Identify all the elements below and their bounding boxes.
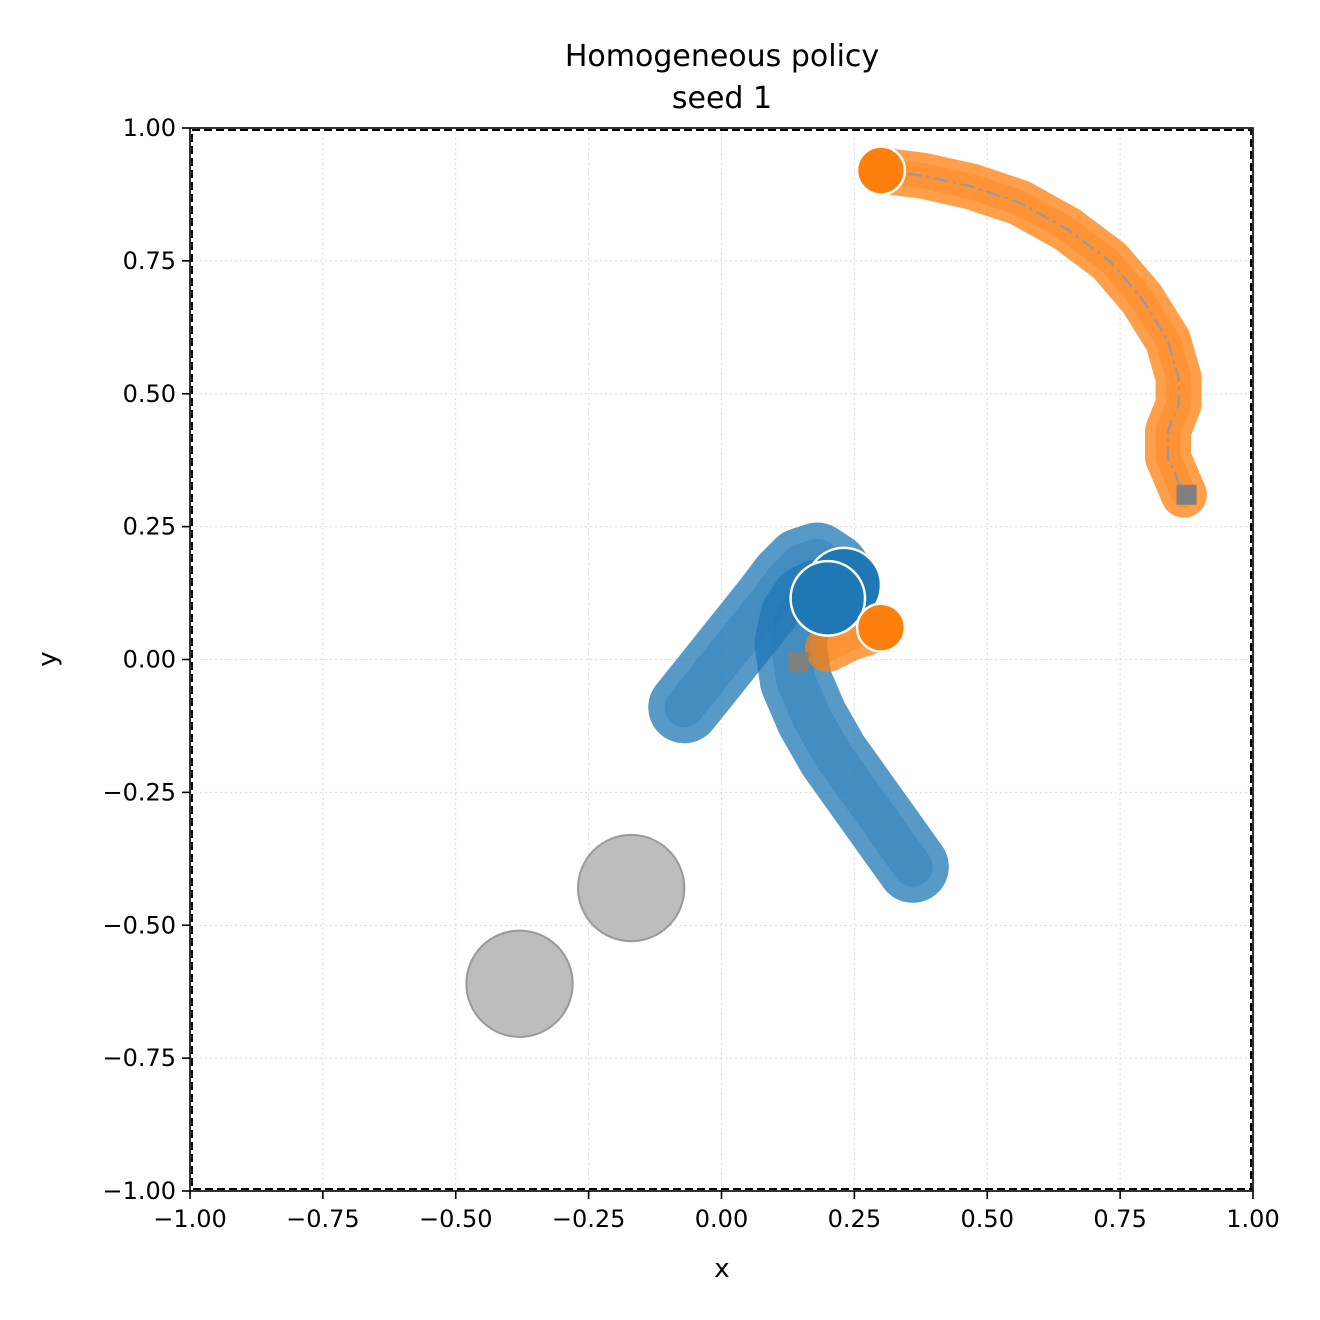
x-tick-label: −0.75 xyxy=(286,1205,360,1233)
agent-marker xyxy=(855,602,907,653)
x-tick-label: −1.00 xyxy=(153,1205,227,1233)
y-tick-label: −0.75 xyxy=(102,1044,176,1072)
y-tick-label: 0.50 xyxy=(123,380,176,408)
y-axis-label: y xyxy=(33,651,63,666)
chart-subtitle: seed 1 xyxy=(672,81,772,116)
agent-marker xyxy=(855,145,907,196)
x-axis-label: x xyxy=(714,1254,729,1284)
x-tick-label: 1.00 xyxy=(1226,1205,1279,1233)
obstacle xyxy=(576,833,686,943)
y-tick-label: −0.50 xyxy=(102,911,176,939)
boundary-box xyxy=(191,129,1252,1190)
goal-marker xyxy=(788,652,809,673)
x-tick-label: −0.25 xyxy=(552,1205,626,1233)
agent-marker xyxy=(789,559,867,637)
y-tick-label: 0.25 xyxy=(123,513,176,541)
x-tick-label: −0.50 xyxy=(419,1205,493,1233)
obstacle xyxy=(465,929,574,1038)
x-tick-label: 0.50 xyxy=(961,1205,1014,1233)
x-tick-label: 0.25 xyxy=(828,1205,881,1233)
y-tick-label: −1.00 xyxy=(102,1177,176,1205)
goal-marker xyxy=(1176,484,1197,505)
y-tick-label: 0.75 xyxy=(123,247,176,275)
planned-path xyxy=(880,169,1186,496)
y-tick-label: −0.25 xyxy=(102,778,176,806)
plot-content xyxy=(465,145,1207,1038)
chart-title: Homogeneous policy xyxy=(565,39,879,74)
y-tick-label: 0.00 xyxy=(123,646,176,674)
ticks: −1.00−1.00 −0.75 −0.75 −0.50 −0.50 −0.25 −0.25… xyxy=(102,114,1279,1233)
x-tick-label: 0.00 xyxy=(695,1205,748,1233)
x-tick-label: 0.75 xyxy=(1093,1205,1146,1233)
y-tick-label: 1.00 xyxy=(123,114,176,142)
